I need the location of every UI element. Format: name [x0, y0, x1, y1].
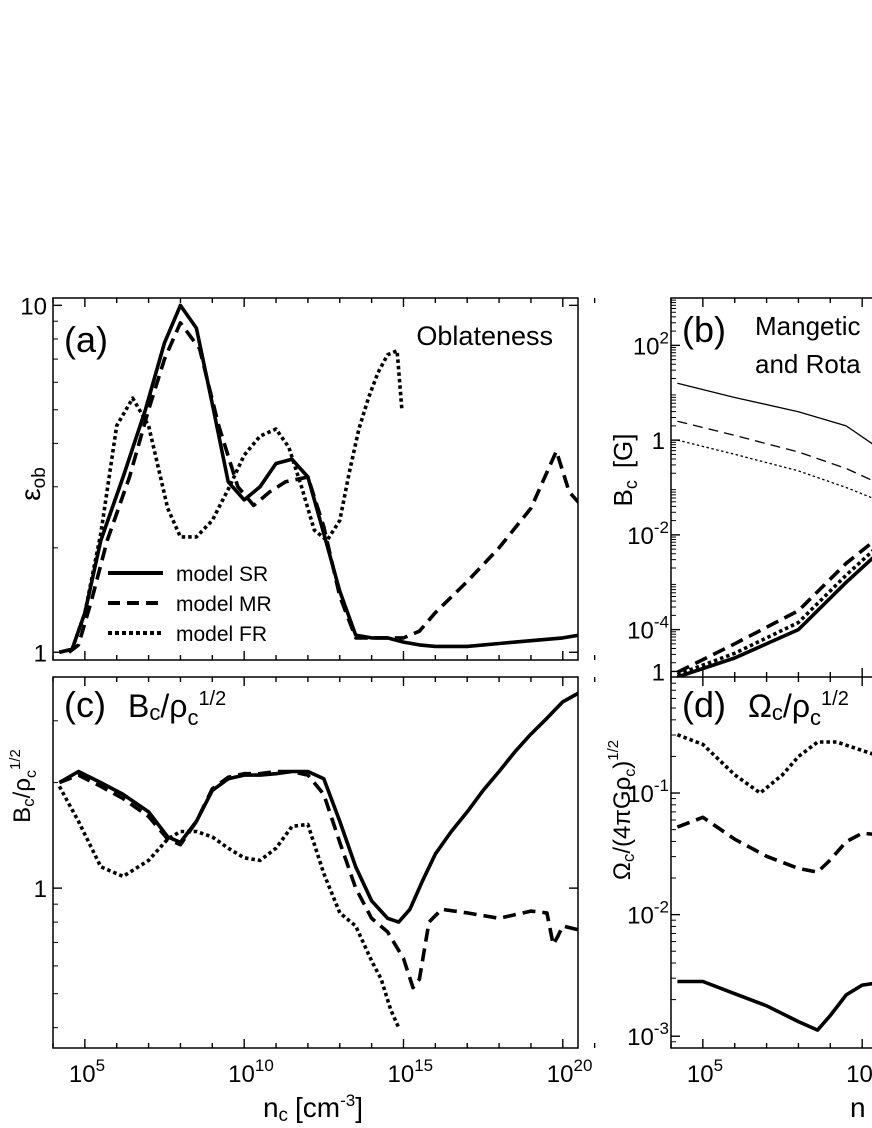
- panel-a-title: Oblateness: [416, 321, 553, 351]
- panel-b-series-sr-thick-solid: [676, 556, 872, 677]
- panel-b-ylabel: Bc[G]: [608, 433, 641, 506]
- panel-c-title: Bc/ρc1/2: [128, 688, 226, 730]
- panel-b-title-line2: and Rota: [755, 349, 861, 379]
- panel-b-label: (b): [682, 309, 726, 350]
- panel-b-series: [676, 382, 872, 677]
- panel-c-series-model-fr: [57, 785, 401, 1029]
- legend-label-sr: model SR: [176, 563, 268, 586]
- panel-c-label: (c): [64, 684, 106, 725]
- panel-a-series: [58, 303, 578, 655]
- panel-d-title: Ωc/ρc1/2: [748, 688, 849, 730]
- panel-b-ticks: 10-4 10-2 1 102: [627, 298, 863, 677]
- panel-c-ylabel: Bc/ρc1/2: [7, 749, 40, 823]
- panel-b-series-mr-thin-dashed: [677, 420, 872, 482]
- panel-c-frame: [52, 676, 579, 1049]
- x-axis-label: nc [cm-3]: [263, 1091, 363, 1126]
- panel-d-ticks: 10-3 10-2 10-1 1 105 1010: [627, 659, 872, 1088]
- panel-d-series-model-fr: [676, 733, 872, 795]
- x-tick-label-c: 1020: [547, 1056, 593, 1088]
- panel-b-series-sr-thin-solid: [677, 382, 872, 445]
- panel-d-series: [676, 733, 872, 1032]
- x-tick-label-d: 1010: [846, 1056, 872, 1088]
- panel-a-label: (a): [64, 319, 108, 360]
- x-axis-label-right: n: [850, 1092, 866, 1123]
- x-tick-label-c: 105: [69, 1056, 105, 1088]
- panel-b-ytick-label: 10-4: [627, 613, 669, 645]
- x-tick-label-d: 105: [687, 1056, 723, 1088]
- panel-a-ytick-label: 10: [20, 293, 47, 320]
- panel-d-ytick-label: 10-2: [627, 898, 669, 930]
- legend-label-fr: model FR: [176, 623, 267, 646]
- panel-b-ytick-label: 102: [633, 328, 669, 360]
- panel-b-series-fr-thick-dotted: [676, 549, 872, 677]
- panel-a-ytick-label: 1: [34, 640, 47, 667]
- panel-a-ylabel: εob: [15, 467, 50, 501]
- panel-d-ytick-label: 10-1: [627, 776, 669, 808]
- panel-d-series-model-mr: [676, 815, 872, 874]
- panel-d-ytick-label: 1: [652, 659, 665, 686]
- x-tick-label-c: 1015: [387, 1056, 433, 1088]
- legend-label-mr: model MR: [176, 593, 272, 616]
- panel-c-ticks: 1 105 1010 1015 1020: [34, 676, 596, 1088]
- panel-d-series-model-sr: [677, 979, 872, 1032]
- panel-c-series-model-mr: [58, 769, 578, 990]
- legend: model SR model MR model FR: [108, 563, 272, 646]
- panel-a-series-model-mr: [67, 321, 578, 654]
- panel-a-series-model-sr: [58, 303, 578, 655]
- panel-b-title-line1: Mangetic: [755, 311, 861, 341]
- panel-b-ytick-label: 10-2: [627, 518, 669, 550]
- panel-a-series-model-fr: [58, 348, 404, 655]
- panel-b-series-fr-thin-dotted: [677, 439, 872, 499]
- panel-d-frame: [670, 676, 872, 1049]
- x-tick-label-c: 1010: [228, 1056, 274, 1088]
- panel-d-label: (d): [682, 684, 726, 725]
- panel-d-ylabel: Ωc/(4πGρc)1/2: [605, 740, 639, 880]
- panel-d-ytick-label: 10-3: [627, 1019, 669, 1051]
- panel-b-ytick-label: 1: [652, 428, 665, 455]
- panel-a-frame: [52, 297, 579, 661]
- panel-b-series-mr-thick-dashed: [676, 540, 872, 674]
- panel-c-series: [57, 691, 578, 1029]
- panel-c-series-model-sr: [58, 691, 578, 924]
- panel-c-ytick-label: 1: [34, 876, 47, 903]
